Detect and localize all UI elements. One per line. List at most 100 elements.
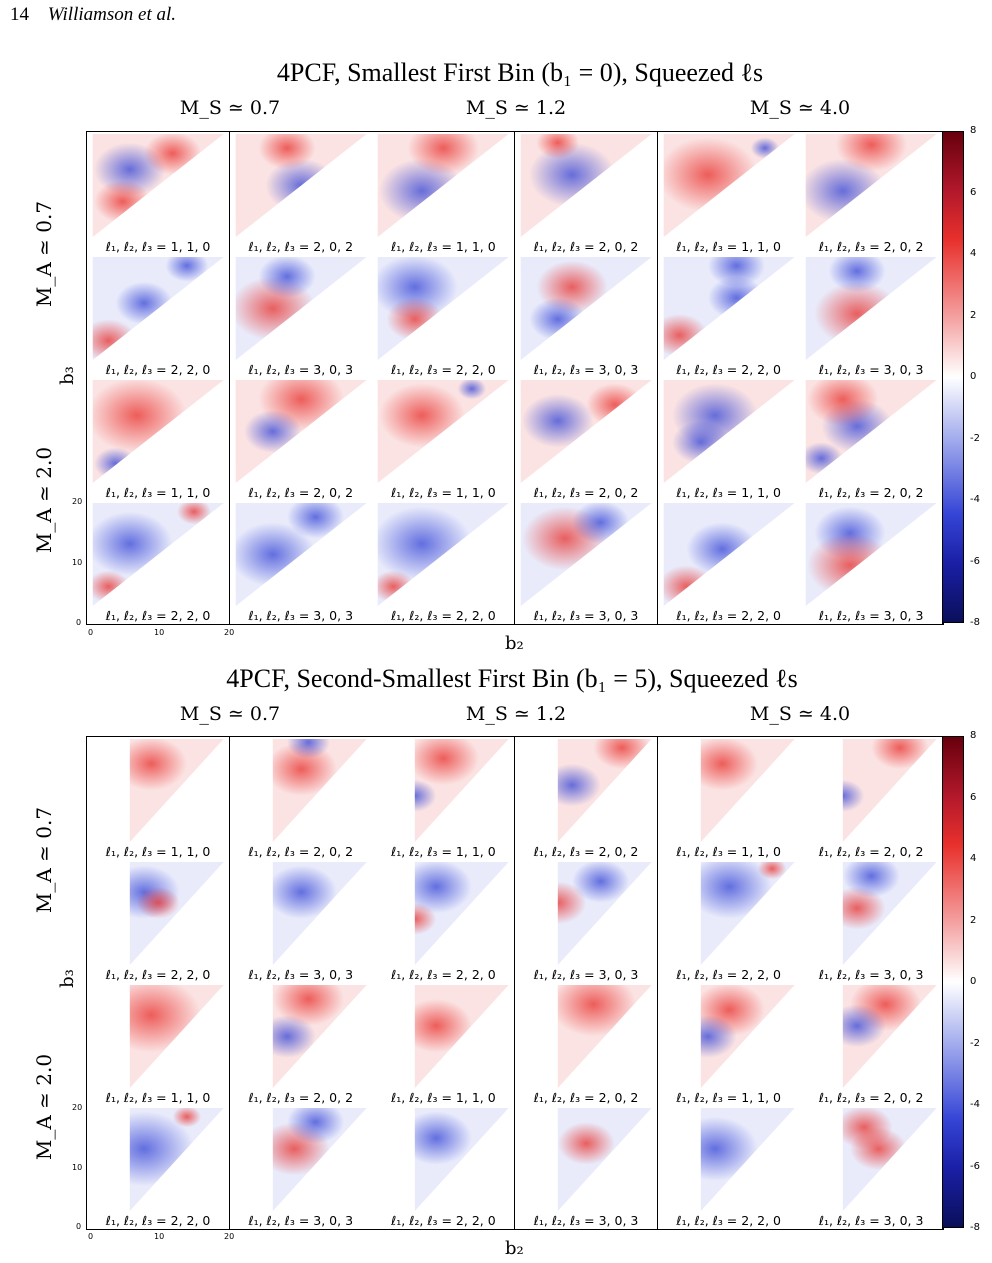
heatmap-image bbox=[272, 1108, 367, 1211]
heatmap-image bbox=[129, 985, 224, 1088]
heatmap-panel: ℓ₁, ℓ₂, ℓ₃ = 2, 0, 2 bbox=[800, 132, 943, 256]
colorbar-tick-label: -2 bbox=[970, 432, 980, 444]
panel-ell-label: ℓ₁, ℓ₂, ℓ₃ = 1, 1, 0 bbox=[676, 1089, 781, 1105]
figure-1-panel-grid: ℓ₁, ℓ₂, ℓ₃ = 1, 1, 0 ℓ₁, ℓ₂, ℓ₃ = 2, 0, 2… bbox=[86, 131, 944, 625]
heatmap-panel: ℓ₁, ℓ₂, ℓ₃ = 2, 0, 2 bbox=[229, 983, 373, 1107]
heatmap-image bbox=[378, 134, 509, 237]
panel-ell-label: ℓ₁, ℓ₂, ℓ₃ = 2, 0, 2 bbox=[533, 484, 639, 500]
heatmap-image bbox=[700, 862, 795, 965]
page-number: 14 bbox=[10, 4, 29, 25]
heatmap-panel: ℓ₁, ℓ₂, ℓ₃ = 2, 0, 2 bbox=[229, 132, 373, 256]
figure-2-row-header-2: M_A ≃ 2.0 bbox=[32, 1053, 56, 1161]
panel-ell-label: ℓ₁, ℓ₂, ℓ₃ = 3, 0, 3 bbox=[533, 1212, 639, 1228]
heatmap-panel: ℓ₁, ℓ₂, ℓ₃ = 2, 0, 2 bbox=[800, 378, 943, 502]
heatmap-image bbox=[520, 134, 652, 237]
heatmap-image bbox=[235, 134, 367, 237]
colorbar-tick-label: 0 bbox=[970, 371, 977, 382]
heatmap-panel: ℓ₁, ℓ₂, ℓ₃ = 3, 0, 3 bbox=[514, 501, 659, 625]
panel-ell-label: ℓ₁, ℓ₂, ℓ₃ = 1, 1, 0 bbox=[676, 843, 781, 859]
heatmap-panel: ℓ₁, ℓ₂, ℓ₃ = 2, 0, 2 bbox=[514, 983, 659, 1107]
colorbar-tick-label: 4 bbox=[970, 248, 977, 259]
panel-ell-label: ℓ₁, ℓ₂, ℓ₃ = 2, 0, 2 bbox=[533, 238, 639, 254]
heatmap-image bbox=[843, 739, 937, 842]
heatmap-image bbox=[843, 985, 937, 1088]
heatmap-panel: ℓ₁, ℓ₂, ℓ₃ = 3, 0, 3 bbox=[229, 501, 373, 625]
panel-ell-label: ℓ₁, ℓ₂, ℓ₃ = 2, 2, 0 bbox=[391, 361, 496, 377]
heatmap-image bbox=[92, 257, 224, 360]
heatmap-panel: ℓ₁, ℓ₂, ℓ₃ = 1, 1, 0 bbox=[87, 737, 231, 861]
heatmap-panel: ℓ₁, ℓ₂, ℓ₃ = 2, 2, 0 bbox=[372, 501, 516, 625]
heatmap-image bbox=[235, 503, 367, 606]
figure-1-xtick-0: 0 bbox=[88, 628, 94, 637]
figure-2-xtick-20: 20 bbox=[224, 1232, 235, 1241]
heatmap-panel: ℓ₁, ℓ₂, ℓ₃ = 2, 0, 2 bbox=[514, 378, 659, 502]
heatmap-panel: ℓ₁, ℓ₂, ℓ₃ = 2, 2, 0 bbox=[87, 501, 231, 625]
figure-2-xtick-10: 10 bbox=[154, 1232, 165, 1241]
heatmap-panel: ℓ₁, ℓ₂, ℓ₃ = 1, 1, 0 bbox=[372, 737, 516, 861]
heatmap-image bbox=[92, 134, 224, 237]
heatmap-image bbox=[272, 985, 367, 1088]
heatmap-image bbox=[378, 257, 509, 360]
heatmap-image bbox=[520, 380, 652, 483]
panel-ell-label: ℓ₁, ℓ₂, ℓ₃ = 2, 2, 0 bbox=[105, 1212, 211, 1228]
panel-ell-label: ℓ₁, ℓ₂, ℓ₃ = 1, 1, 0 bbox=[391, 238, 496, 254]
panel-ell-label: ℓ₁, ℓ₂, ℓ₃ = 2, 2, 0 bbox=[676, 1212, 781, 1228]
heatmap-image bbox=[557, 739, 652, 842]
heatmap-image bbox=[272, 862, 367, 965]
heatmap-image bbox=[129, 739, 224, 842]
heatmap-image bbox=[415, 739, 509, 842]
heatmap-panel: ℓ₁, ℓ₂, ℓ₃ = 3, 0, 3 bbox=[514, 1106, 659, 1230]
heatmap-image bbox=[129, 1108, 224, 1211]
colorbar-tick-label: -4 bbox=[970, 494, 980, 505]
heatmap-panel: ℓ₁, ℓ₂, ℓ₃ = 1, 1, 0 bbox=[87, 983, 231, 1107]
heatmap-panel: ℓ₁, ℓ₂, ℓ₃ = 3, 0, 3 bbox=[514, 255, 659, 379]
heatmap-panel: ℓ₁, ℓ₂, ℓ₃ = 3, 0, 3 bbox=[800, 255, 943, 379]
panel-ell-label: ℓ₁, ℓ₂, ℓ₃ = 3, 0, 3 bbox=[248, 1212, 354, 1228]
heatmap-image bbox=[378, 503, 509, 606]
panel-ell-label: ℓ₁, ℓ₂, ℓ₃ = 1, 1, 0 bbox=[105, 484, 211, 500]
figure-1-xtick-10: 10 bbox=[154, 628, 165, 637]
panel-ell-label: ℓ₁, ℓ₂, ℓ₃ = 2, 0, 2 bbox=[818, 484, 924, 500]
heatmap-image bbox=[235, 257, 367, 360]
panel-ell-label: ℓ₁, ℓ₂, ℓ₃ = 1, 1, 0 bbox=[105, 843, 211, 859]
heatmap-image bbox=[843, 862, 937, 965]
panel-ell-label: ℓ₁, ℓ₂, ℓ₃ = 1, 1, 0 bbox=[391, 1089, 496, 1105]
heatmap-image bbox=[520, 257, 652, 360]
heatmap-panel: ℓ₁, ℓ₂, ℓ₃ = 2, 0, 2 bbox=[514, 132, 659, 256]
heatmap-panel: ℓ₁, ℓ₂, ℓ₃ = 2, 2, 0 bbox=[87, 255, 231, 379]
heatmap-panel: ℓ₁, ℓ₂, ℓ₃ = 2, 0, 2 bbox=[514, 737, 659, 861]
panel-ell-label: ℓ₁, ℓ₂, ℓ₃ = 2, 0, 2 bbox=[248, 1089, 354, 1105]
panel-ell-label: ℓ₁, ℓ₂, ℓ₃ = 1, 1, 0 bbox=[676, 238, 781, 254]
colorbar-tick-label: -4 bbox=[970, 1099, 980, 1110]
heatmap-image bbox=[843, 1108, 937, 1211]
figure-1-row-header-1: M_A ≃ 0.7 bbox=[32, 200, 56, 308]
colorbar-tick-label: 8 bbox=[970, 730, 977, 741]
figure-2-col-header-1: M_S ≃ 0.7 bbox=[179, 703, 281, 725]
panel-ell-label: ℓ₁, ℓ₂, ℓ₃ = 2, 0, 2 bbox=[248, 843, 354, 859]
heatmap-image bbox=[378, 380, 509, 483]
heatmap-image bbox=[806, 257, 937, 360]
panel-ell-label: ℓ₁, ℓ₂, ℓ₃ = 3, 0, 3 bbox=[533, 607, 639, 623]
heatmap-panel: ℓ₁, ℓ₂, ℓ₃ = 3, 0, 3 bbox=[229, 860, 373, 984]
heatmap-panel: ℓ₁, ℓ₂, ℓ₃ = 2, 0, 2 bbox=[229, 378, 373, 502]
figure-2-col-header-3: M_S ≃ 4.0 bbox=[749, 703, 851, 725]
heatmap-panel: ℓ₁, ℓ₂, ℓ₃ = 2, 2, 0 bbox=[657, 255, 801, 379]
heatmap-panel: ℓ₁, ℓ₂, ℓ₃ = 1, 1, 0 bbox=[657, 737, 801, 861]
figure-2-colorbar-ticks: 8 6 4 2 0 -2 -4 -6 -8 bbox=[970, 730, 992, 1233]
colorbar-tick-label: 8 bbox=[970, 125, 977, 136]
figure-2-ytick-20: 20 bbox=[72, 1103, 83, 1112]
heatmap-image bbox=[806, 380, 937, 483]
heatmap-panel: ℓ₁, ℓ₂, ℓ₃ = 2, 2, 0 bbox=[87, 1106, 231, 1230]
heatmap-panel: ℓ₁, ℓ₂, ℓ₃ = 1, 1, 0 bbox=[372, 132, 516, 256]
panel-ell-label: ℓ₁, ℓ₂, ℓ₃ = 2, 2, 0 bbox=[676, 607, 781, 623]
heatmap-image bbox=[663, 257, 795, 360]
heatmap-panel: ℓ₁, ℓ₂, ℓ₃ = 2, 0, 2 bbox=[800, 737, 943, 861]
heatmap-panel: ℓ₁, ℓ₂, ℓ₃ = 2, 0, 2 bbox=[229, 737, 373, 861]
colorbar-tick-label: 2 bbox=[970, 309, 977, 321]
figure-1-colorbar bbox=[942, 131, 964, 623]
heatmap-panel: ℓ₁, ℓ₂, ℓ₃ = 1, 1, 0 bbox=[87, 378, 231, 502]
heatmap-image bbox=[92, 503, 224, 606]
figure-1-ylabel: b₃ bbox=[56, 366, 78, 385]
figure-2-col-header-2: M_S ≃ 1.2 bbox=[465, 703, 567, 725]
colorbar-tick-label: 6 bbox=[970, 186, 977, 198]
